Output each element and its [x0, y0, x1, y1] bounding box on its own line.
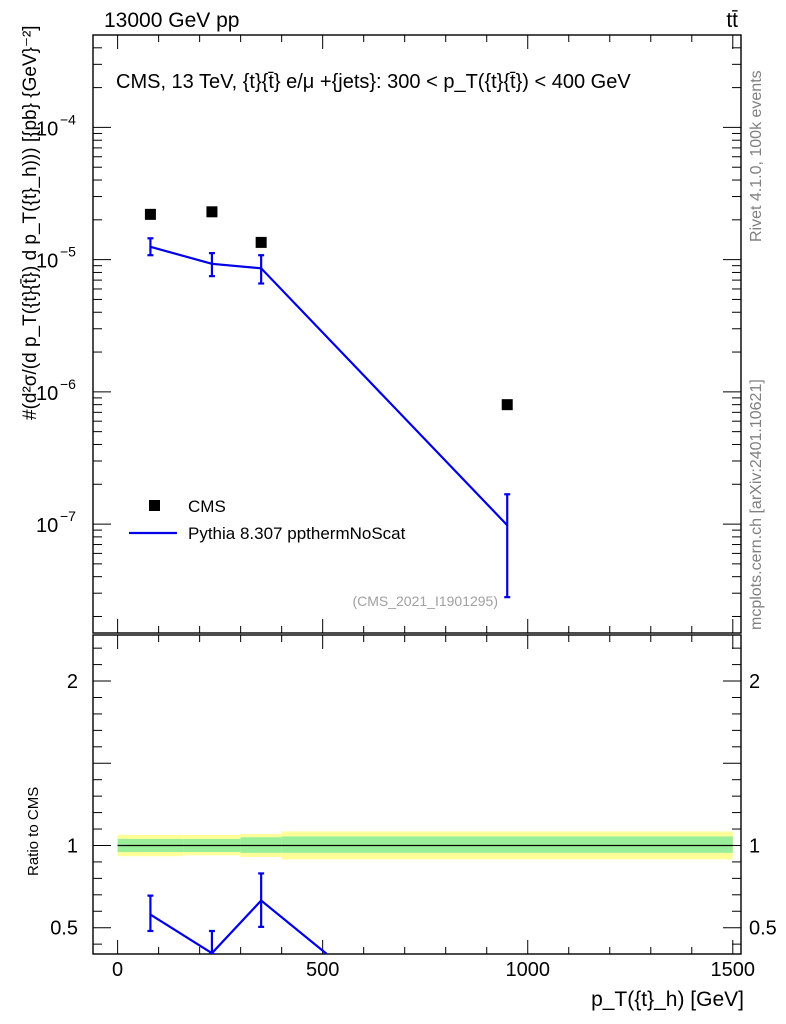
- cms-data-point: [501, 399, 513, 411]
- analysis-watermark: (CMS_2021_I1901295): [352, 593, 498, 609]
- rivet-label: Rivet 4.1.0, 100k events: [748, 70, 765, 242]
- main-y-tick-exponent: −7: [60, 508, 76, 524]
- legend-label-cms: CMS: [188, 497, 226, 516]
- ratio-line: [149, 899, 328, 954]
- legend: CMS Pythia 8.307 ppthermNoScat: [129, 497, 406, 543]
- ratio-y-tick-labels: 0.5 0.5 1 1 2 2: [50, 671, 777, 940]
- x-tick-label: 1500: [711, 959, 756, 981]
- cms-data-point: [206, 206, 218, 218]
- main-y-tick-labels: 10−710−610−510−4: [36, 111, 76, 537]
- x-axis-title: p_T({t}_h) [GeV]: [591, 988, 744, 1011]
- ratio-band-inner: [281, 836, 733, 853]
- cms-data-point: [255, 236, 267, 248]
- main-frame: [92, 34, 742, 634]
- pythia-line: [150, 245, 509, 526]
- ratio-frame: [92, 634, 742, 955]
- main-y-tick-exponent: −4: [60, 111, 76, 127]
- main-y-tick-label: 10: [36, 515, 58, 537]
- ratio-y-tick-label-left: 2: [67, 671, 78, 693]
- ratio-y-tick-label-right: 0.5: [749, 918, 777, 940]
- ratio-y-axis-title: Ratio to CMS: [25, 787, 42, 876]
- main-y-tick-label: 10: [36, 383, 58, 405]
- ratio-y-tick-label-right: 2: [749, 671, 760, 693]
- ratio-plot-content: [147, 872, 328, 954]
- ratio-y-tick-label-left: 0.5: [50, 918, 78, 940]
- x-tick-label: 0: [112, 959, 123, 981]
- x-tick-labels: 0 500 1000 1500: [112, 959, 755, 981]
- chart-title: CMS, 13 TeV, {t}{t̄} e/μ +{jets}: 300 < …: [116, 71, 631, 93]
- ratio-y-tick-label-right: 1: [749, 835, 760, 857]
- main-axis-ticks: [93, 34, 741, 633]
- ratio-y-tick-label-left: 1: [67, 835, 78, 857]
- main-y-tick-label: 10: [36, 118, 58, 140]
- mcplots-label: mcplots.cern.ch [arXiv:2401.10621]: [748, 379, 765, 630]
- main-y-axis-title: #(d²σ/(d p_T({t}{t̄}) d p_T({t}_h))) [{p…: [20, 25, 41, 420]
- legend-label-pythia: Pythia 8.307 ppthermNoScat: [188, 524, 406, 543]
- main-y-tick-exponent: −5: [60, 244, 76, 260]
- legend-marker-cms: [149, 500, 160, 511]
- header-right: tt̄: [726, 9, 738, 32]
- cms-data-point: [144, 208, 156, 220]
- ratio-axis-ticks: [93, 635, 741, 954]
- x-tick-label: 1000: [505, 959, 550, 981]
- main-y-tick-label: 10: [36, 251, 58, 273]
- header-left: 13000 GeV pp: [104, 9, 239, 32]
- main-y-tick-exponent: −6: [60, 376, 76, 392]
- x-tick-label: 500: [306, 959, 339, 981]
- main-plot-content: [144, 206, 513, 599]
